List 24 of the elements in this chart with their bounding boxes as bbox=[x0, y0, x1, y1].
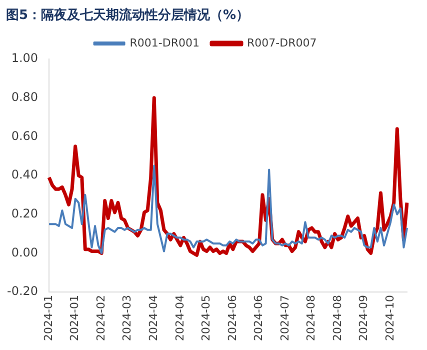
x-tick-label: 2024-07 bbox=[278, 295, 292, 342]
chart-title: 图5：隔夜及七天期流动性分层情况（%） bbox=[5, 6, 250, 25]
y-tick-label: -0.20 bbox=[6, 284, 38, 298]
x-tick-label: 2024-08 bbox=[304, 295, 318, 342]
y-tick-label: 1.00 bbox=[11, 51, 38, 66]
legend-label: R007-DR007 bbox=[247, 36, 317, 50]
x-tick-label: 2024-10 bbox=[383, 295, 396, 342]
y-tick-label: 0.20 bbox=[11, 206, 38, 220]
x-tick-label: 2024-06 bbox=[252, 295, 266, 342]
x-tick-label: 2024-01 bbox=[68, 295, 82, 342]
x-tick-label: 2024-09 bbox=[357, 295, 370, 342]
x-tick-label: 2024-05 bbox=[200, 295, 213, 342]
x-tick-label: 2024-04 bbox=[173, 295, 186, 342]
x-tick-label: 2024-01 bbox=[42, 295, 55, 342]
legend-label: R001-DR001 bbox=[130, 36, 200, 50]
y-tick-label: 0.80 bbox=[11, 90, 38, 104]
x-tick-label: 2024-08 bbox=[330, 295, 344, 342]
x-tick-label: 2024-03 bbox=[120, 295, 134, 342]
y-tick-label: 0.00 bbox=[11, 245, 38, 260]
x-tick-label: 2024-04 bbox=[146, 295, 160, 342]
y-tick-label: 0.40 bbox=[11, 168, 38, 182]
x-tick-label: 2024-02 bbox=[94, 295, 108, 342]
y-tick-label: 0.60 bbox=[11, 128, 38, 143]
x-tick-label: 2024-06 bbox=[226, 295, 239, 342]
